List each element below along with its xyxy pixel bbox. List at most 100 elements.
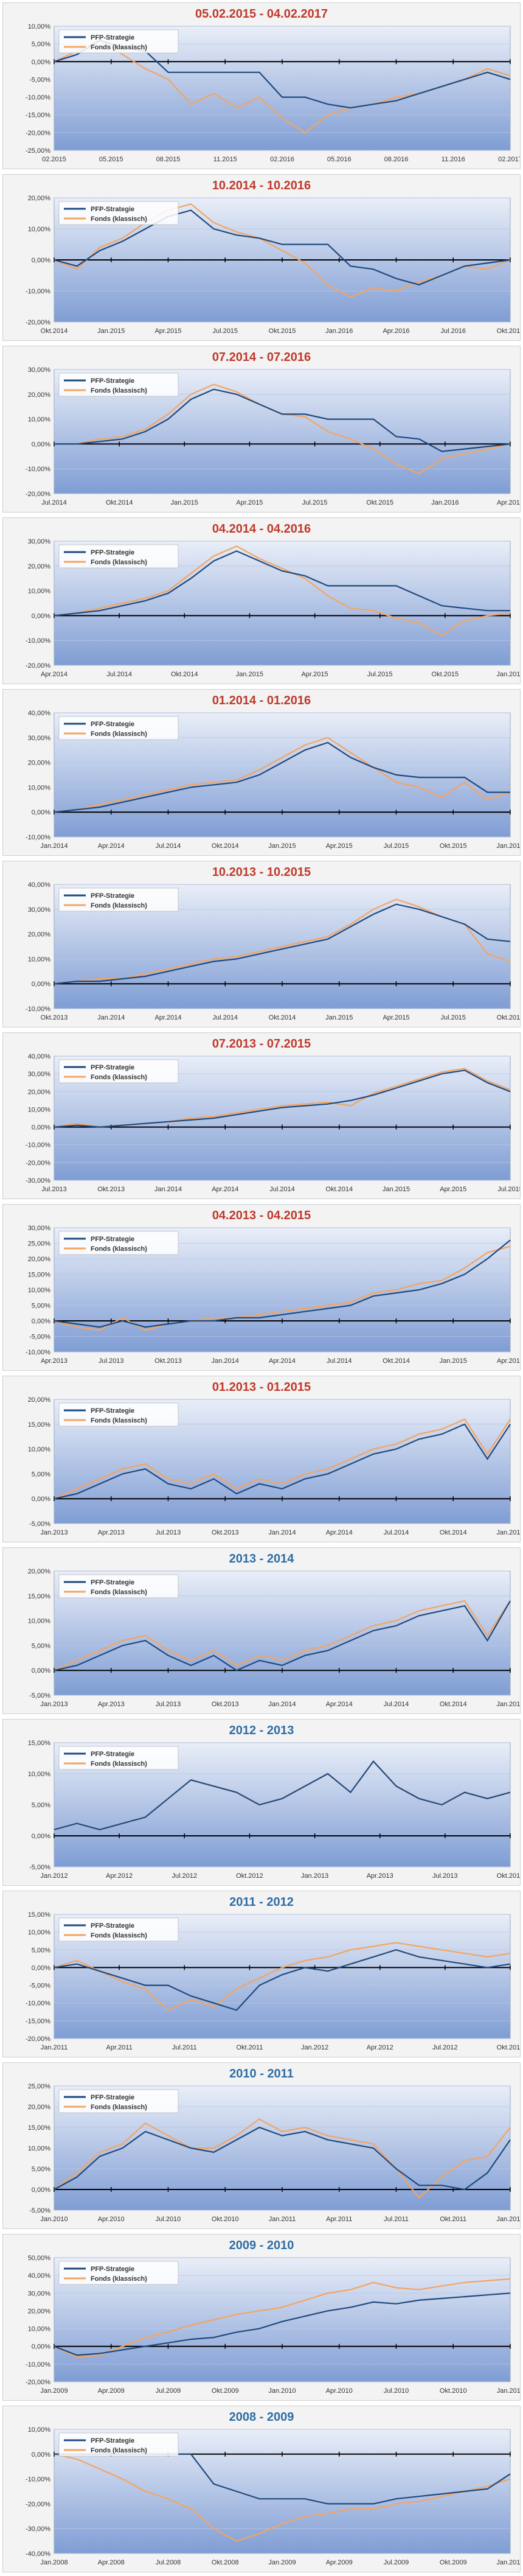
x-tick-label: Jul.2008 — [156, 2559, 181, 2566]
x-tick-label: Jan.2008 — [40, 2559, 68, 2566]
chart-panel: 2008 - 2009 10,00% 0,00% -10,00% -20,00% -30,… — [2, 2406, 521, 2572]
series-line-strategy — [54, 388, 511, 452]
legend-label: Fonds (klassisch) — [91, 1760, 147, 1768]
chart-title: 07.2014 - 07.2016 — [212, 351, 311, 364]
x-tick-label: Apr.2010 — [326, 2387, 353, 2395]
y-tick-label: 10,00% — [28, 956, 51, 963]
x-tick-label: Jul.2014 — [269, 1186, 295, 1193]
legend-label: PFP-Strategie — [91, 1751, 134, 1758]
y-tick-label: 10,00% — [28, 2326, 51, 2333]
x-tick-label: Jan.2013 — [40, 1701, 68, 1708]
x-tick-label: 05.2015 — [99, 156, 123, 163]
y-tick-label: -10,00% — [26, 2361, 50, 2368]
y-tick-label: -10,00% — [26, 1142, 50, 1149]
x-tick-label: Apr.2014 — [326, 1701, 353, 1708]
x-tick-label: Jul.2015 — [367, 671, 393, 678]
chart-svg: 01.2013 - 01.2015 20,00% 15,00% 10,00% 5,00%… — [28, 1381, 520, 1536]
series-line-fund — [54, 1942, 511, 2011]
x-tick-label: Okt.2015 — [366, 499, 393, 506]
x-tick-label: Apr.2016 — [383, 327, 409, 335]
y-tick-label: 10,00% — [28, 1618, 51, 1625]
chart-svg: 04.2013 - 04.2015 30,00% 25,00% 20,00% 15,00… — [26, 1209, 520, 1365]
x-tick-label: 02.2016 — [270, 156, 294, 163]
x-tick-label: Okt.2009 — [440, 2559, 467, 2566]
y-tick-label: -10,00% — [26, 1006, 50, 1013]
chart-svg: 2010 - 2011 25,00% 20,00% 15,00% 10,00% 5,00%… — [28, 2067, 520, 2223]
x-tick-label: Okt.2013 — [497, 1872, 520, 1880]
series-line-strategy — [54, 1423, 511, 1500]
x-tick-label: Jan.2015 — [97, 327, 125, 335]
y-tick-label: 0,00% — [32, 2451, 50, 2459]
y-tick-label: -20,00% — [26, 2501, 50, 2508]
legend-box — [58, 2089, 179, 2113]
y-tick-label: -5,00% — [29, 1983, 50, 1990]
x-tick-label: Okt.2014 — [325, 1186, 353, 1193]
x-tick-label: Jul.2012 — [171, 1872, 197, 1880]
y-tick-label: 50,00% — [28, 2255, 51, 2262]
chart-panel: 10.2014 - 10.2016 20,00% 10,00% 0,00% -10,00… — [2, 174, 521, 341]
y-tick-label: 0,00% — [32, 2343, 50, 2351]
y-tick-label: -10,00% — [26, 2000, 50, 2007]
x-tick-label: Apr.2015 — [154, 327, 181, 335]
chart-panel: 2009 - 2010 50,00% 40,00% 30,00% 20,00% 10,00… — [2, 2234, 521, 2401]
legend-label: PFP-Strategie — [91, 1236, 134, 1243]
y-tick-label: 10,00% — [28, 588, 51, 595]
x-tick-label: Okt.2015 — [269, 327, 296, 335]
y-tick-label: 15,00% — [28, 1593, 51, 1600]
legend-label: Fonds (klassisch) — [91, 1589, 147, 1596]
chart-panel: 05.02.2015 - 04.02.2017 10,00% 5,00% 0,00% -… — [2, 2, 521, 169]
chart-panel: 07.2013 - 07.2015 40,00% 30,00% 20,00% 10,00… — [2, 1032, 521, 1199]
chart-svg: 07.2013 - 07.2015 40,00% 30,00% 20,00% 10,00… — [26, 1037, 520, 1193]
series-line-strategy — [54, 903, 511, 985]
series-line-fund — [54, 2118, 511, 2199]
x-tick-label: Jul.2015 — [212, 327, 238, 335]
y-tick-label: 15,00% — [28, 1740, 51, 1747]
x-tick-label: Okt.2013 — [41, 1014, 68, 1021]
x-tick-label: Apr.2013 — [41, 1357, 68, 1365]
legend-label: PFP-Strategie — [91, 2094, 134, 2101]
x-tick-label: Apr.2015 — [236, 499, 263, 506]
y-tick-label: 0,00% — [32, 1667, 50, 1675]
y-tick-label: -5,00% — [29, 76, 50, 83]
y-tick-label: -30,00% — [26, 2525, 50, 2533]
y-tick-label: 20,00% — [28, 760, 51, 767]
x-tick-label: Okt.2013 — [97, 1186, 125, 1193]
y-tick-label: 40,00% — [28, 710, 51, 717]
legend-box — [58, 1059, 179, 1083]
x-tick-label: Jul.2014 — [384, 1701, 409, 1708]
chart-svg: 05.02.2015 - 04.02.2017 10,00% 5,00% 0,00% -… — [26, 7, 520, 163]
x-tick-label: Jul.2013 — [156, 1529, 181, 1536]
chart-panel: 04.2014 - 04.2016 30,00% 20,00% 10,00% 0,00%… — [2, 517, 521, 684]
chart-svg: 2012 - 201315,00%10,00%5,00%0,00%-5,00%J… — [28, 1724, 520, 1880]
y-tick-label: 10,00% — [28, 1106, 51, 1113]
x-tick-label: Jan.2013 — [301, 1872, 328, 1880]
x-tick-label: Jul.2013 — [156, 1701, 181, 1708]
chart-svg: 2008 - 2009 10,00% 0,00% -10,00% -20,00% -30,… — [26, 2410, 520, 2566]
x-tick-label: 08.2015 — [156, 156, 181, 163]
x-tick-label: Jan.2015 — [236, 671, 263, 678]
legend-box — [58, 1746, 179, 1770]
y-tick-label: -10,00% — [26, 834, 50, 841]
chart-svg: 2011 - 2012 15,00% 10,00% 5,00% 0,00% -5,00% -… — [26, 1895, 520, 2051]
legend-label: Fonds (klassisch) — [91, 1932, 147, 1939]
x-tick-label: Jan.2010 — [496, 2559, 520, 2566]
y-tick-label: 20,00% — [28, 1568, 51, 1575]
series-line-strategy — [54, 741, 510, 813]
y-tick-label: 5,00% — [32, 1471, 50, 1478]
x-tick-label: Apr.2014 — [269, 1357, 296, 1365]
legend-label: PFP-Strategie — [91, 549, 134, 556]
x-tick-label: Jul.2012 — [432, 2044, 458, 2051]
chart-panel: 2010 - 2011 25,00% 20,00% 15,00% 10,00% 5,00%… — [2, 2062, 521, 2229]
x-tick-label: Jan.2011 — [497, 2387, 520, 2395]
chart-svg: 2013 - 2014 20,00% 15,00% 10,00% 5,00% 0,00% -… — [28, 1552, 520, 1708]
x-tick-label: Okt.2014 — [171, 671, 198, 678]
x-tick-label: Jan.2012 — [301, 2044, 328, 2051]
legend-label: PFP-Strategie — [91, 206, 134, 213]
x-tick-label: Okt.2016 — [497, 327, 520, 335]
x-tick-label: Jan.2015 — [171, 499, 198, 506]
chart-svg: 04.2014 - 04.2016 30,00% 20,00% 10,00% 0,00%… — [26, 522, 520, 678]
y-tick-label: 10,00% — [28, 1771, 51, 1778]
x-tick-label: Apr.2015 — [302, 671, 328, 678]
x-tick-label: 11.2015 — [213, 156, 237, 163]
x-tick-label: Okt.2011 — [237, 2044, 263, 2051]
